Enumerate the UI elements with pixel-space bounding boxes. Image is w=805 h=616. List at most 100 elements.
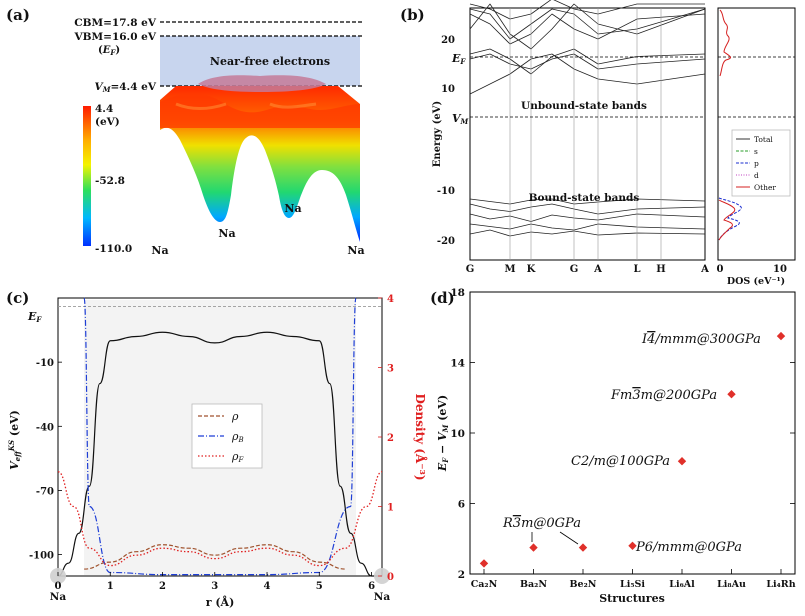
- panel-b-label: (b): [400, 6, 425, 24]
- b-ylabel: Energy (eV): [432, 101, 443, 167]
- atom-label-na-4: Na: [347, 244, 364, 257]
- k-label: M: [504, 264, 515, 275]
- bound-band-curve: [469, 229, 706, 237]
- c-ytick-right-label: 0: [387, 572, 394, 583]
- cbm-label: CBM=17.8 eV: [74, 17, 157, 29]
- c-ytick-label: -70: [36, 486, 54, 497]
- rho-f-curve: [57, 471, 383, 567]
- band-plot-frame: [469, 7, 706, 261]
- rho-b-curve: [83, 297, 357, 576]
- band-curve: [469, 53, 706, 95]
- d-xtick-label: Li₆Al: [669, 579, 695, 590]
- c-ylabel-right: Density (Å⁻³): [413, 393, 428, 480]
- dos-xlabel: DOS (eV⁻¹): [727, 276, 785, 287]
- atom-label-na-1: Na: [151, 244, 168, 257]
- d-plot-area: 2 6 10 14 18 Ca₂N Ba₂N Be₂N Li₅Si Li₆Al Li₈Au Li₄Rh: [450, 287, 795, 590]
- colorbar-tick-max: 4.4: [95, 103, 113, 115]
- d-xtick-label: Li₈Au: [717, 579, 746, 590]
- c-xtick-label: 0: [55, 581, 62, 592]
- d-xtick-label: Li₄Rh: [766, 579, 795, 590]
- c-xlabel: r (Å): [206, 595, 235, 609]
- d-ytick-label: 14: [450, 358, 465, 370]
- legend-total: Total: [754, 135, 773, 144]
- band-curve: [469, 0, 705, 20]
- c-ef-label: EF: [27, 310, 42, 324]
- c-ytick-right-label: 3: [387, 364, 394, 375]
- k-label: A: [700, 264, 709, 275]
- scatter-point: [529, 543, 538, 552]
- d-ytick-label: 2: [458, 569, 465, 581]
- bound-band-curve: [469, 203, 706, 215]
- panel-a: (a) Near-free electrons CBM=17.8 eV VBM=…: [6, 6, 365, 257]
- bound-bands-label: Bound-state bands: [529, 192, 640, 204]
- unbound-bands-label: Unbound-state bands: [521, 100, 647, 112]
- c-xtick-label: 6: [368, 581, 375, 592]
- c-ytick-label: -100: [29, 551, 54, 562]
- scatter-point: [727, 390, 736, 399]
- panel-a-label: (a): [6, 6, 30, 24]
- dos-legend: Total s p d Other: [731, 129, 791, 197]
- d-ylabel: EF − VM (eV): [436, 395, 450, 472]
- legend-rho: ρ: [231, 410, 239, 423]
- scatter-point: [479, 559, 489, 568]
- d-ytick-label: 6: [458, 499, 465, 511]
- d-xtick-label: Ca₂N: [471, 579, 498, 590]
- dos-other-curve: [719, 9, 731, 77]
- panel-b: (b) 20 10 -10 -20 EF VM Energy (eV) Unbo…: [400, 0, 796, 287]
- c-atom-na-right: Na: [374, 591, 391, 603]
- colorbar-unit: (eV): [95, 116, 120, 128]
- electron-cloud: [198, 75, 326, 92]
- bound-band-curve: [469, 213, 706, 222]
- c-ytick-right-label: 1: [387, 503, 394, 514]
- band-lines: [469, 0, 706, 237]
- near-free-label: Near-free electrons: [210, 55, 330, 68]
- legend-d: d: [754, 171, 759, 180]
- annotation-fm3m: Fm3m@200GPa: [610, 388, 717, 403]
- panel-d: (d) 2 6 10 14 18 Ca₂N Ba₂N Be₂N Li₅Si Li₆Al Li₈Au L…: [430, 287, 796, 605]
- band-curve: [469, 48, 706, 75]
- atom-label-na-2: Na: [218, 227, 235, 240]
- k-label: A: [593, 264, 602, 275]
- d-ytick-label: 10: [450, 428, 465, 440]
- legend-other: Other: [754, 183, 776, 192]
- d-xlabel: Structures: [599, 592, 665, 605]
- k-point-lines: [509, 8, 662, 260]
- c-ytick-label: -10: [36, 358, 54, 369]
- y-tick-20: 20: [441, 35, 455, 46]
- annotation-i4mmm: I4/mmm@300GPa: [641, 332, 761, 347]
- band-curve: [469, 13, 706, 45]
- scatter-point: [677, 457, 687, 466]
- k-label: G: [466, 264, 475, 275]
- band-curve: [469, 8, 706, 40]
- c-axis-ticks: 0 1 2 3 4 5 6 -10 -40 -70 -100 0 1 2 3 4: [29, 294, 394, 592]
- scatter-point: [578, 543, 588, 552]
- potential-surface: [160, 75, 360, 242]
- k-label: H: [656, 264, 665, 275]
- colorbar: [83, 106, 91, 246]
- k-label: K: [527, 264, 536, 275]
- scatter-point: [776, 331, 786, 341]
- panel-d-label: (d): [430, 289, 455, 307]
- y-tick-10: 10: [441, 84, 455, 95]
- dos-p-curve: [718, 197, 742, 241]
- d-ytick-label: 18: [450, 287, 465, 299]
- panel-c-label: (c): [6, 289, 29, 307]
- annotation-r3m: R3m@0GPa: [502, 516, 581, 531]
- atom-label-na-3: Na: [284, 202, 301, 215]
- b-vm-label: VM: [452, 112, 469, 126]
- panel-c: (c) 0 1 2 3 4 5 6 -10 -40 -70 -100 0 1 2 3 4 EF VeffKS …: [6, 289, 428, 609]
- vm-label: VM=4.4 eV: [95, 81, 157, 94]
- dos-other-curve-2: [718, 199, 736, 241]
- colorbar-tick-min: -110.0: [95, 243, 132, 255]
- c-ylabel-left: VeffKS (eV): [7, 410, 22, 470]
- dos-tick-10: 10: [773, 264, 787, 275]
- annotation-p6mmm: P6/mmm@0GPa: [635, 540, 742, 555]
- c-xtick-label: 1: [107, 581, 114, 592]
- d-xtick-label: Li₅Si: [620, 579, 645, 590]
- k-label: G: [570, 264, 579, 275]
- scatter-point: [628, 541, 637, 550]
- veff-curve: [57, 331, 382, 577]
- c-xtick-label: 2: [159, 581, 166, 592]
- d-xtick-label: Ba₂N: [520, 579, 547, 590]
